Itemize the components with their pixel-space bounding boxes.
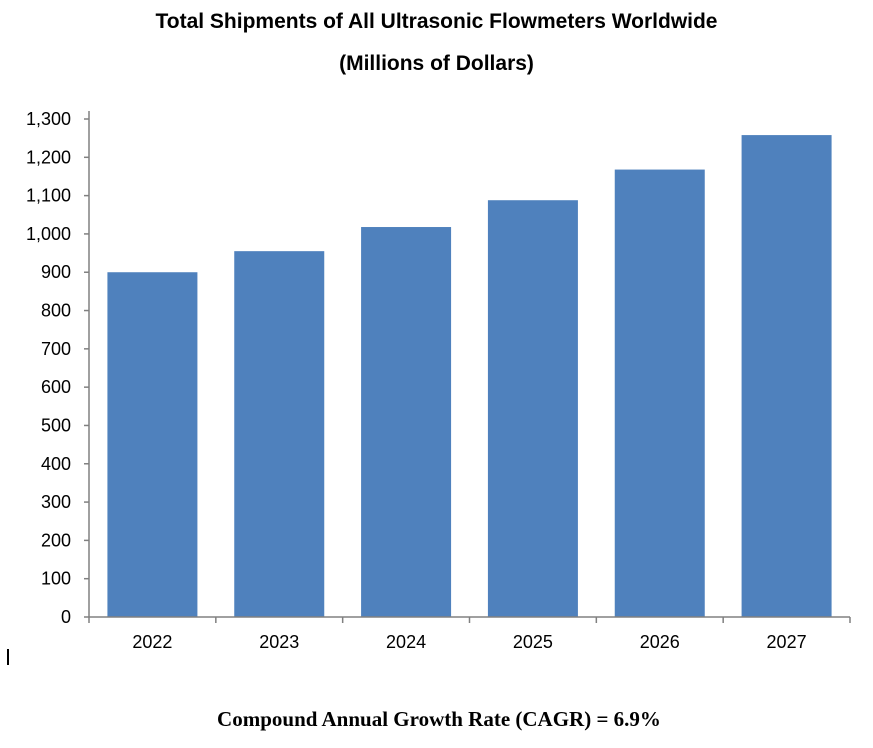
y-tick-label: 200 [41,530,71,550]
y-tick-label: 1,100 [26,186,71,206]
cagr-footnote: Compound Annual Growth Rate (CAGR) = 6.9… [217,707,661,731]
chart-title: Total Shipments of All Ultrasonic Flowme… [155,10,718,33]
bar-2025 [487,200,578,617]
x-tick-label: 2023 [259,632,299,652]
x-tick-label: 2027 [767,632,807,652]
y-tick-label: 1,000 [26,224,71,244]
bar-2022 [107,272,198,617]
x-tick-label: 2025 [513,632,553,652]
text-cursor [7,649,9,665]
tick-labels-group: 0 100 200 300 400 500 600 700 800 900 1,000 1,100 1,… [26,109,807,652]
y-tick-label: 800 [41,301,71,321]
bars-group [107,135,832,617]
chart-subtitle: (Millions of Dollars) [339,52,534,75]
y-tick-label: 300 [41,492,71,512]
bar-2026 [614,169,705,617]
y-tick-label: 1,200 [26,147,71,167]
bar-2024 [361,227,452,617]
y-tick-label: 600 [41,377,71,397]
y-tick-label: 500 [41,415,71,435]
bar-2023 [234,251,325,617]
bar-2027 [741,135,832,617]
x-tick-label: 2026 [640,632,680,652]
axes-group [84,111,851,623]
y-tick-label: 1,300 [26,109,71,129]
x-tick-label: 2022 [132,632,172,652]
x-tick-label: 2024 [386,632,426,652]
y-tick-label: 900 [41,262,71,282]
y-tick-label: 700 [41,339,71,359]
y-tick-label: 400 [41,454,71,474]
y-tick-label: 100 [41,569,71,589]
y-tick-label: 0 [61,607,71,627]
